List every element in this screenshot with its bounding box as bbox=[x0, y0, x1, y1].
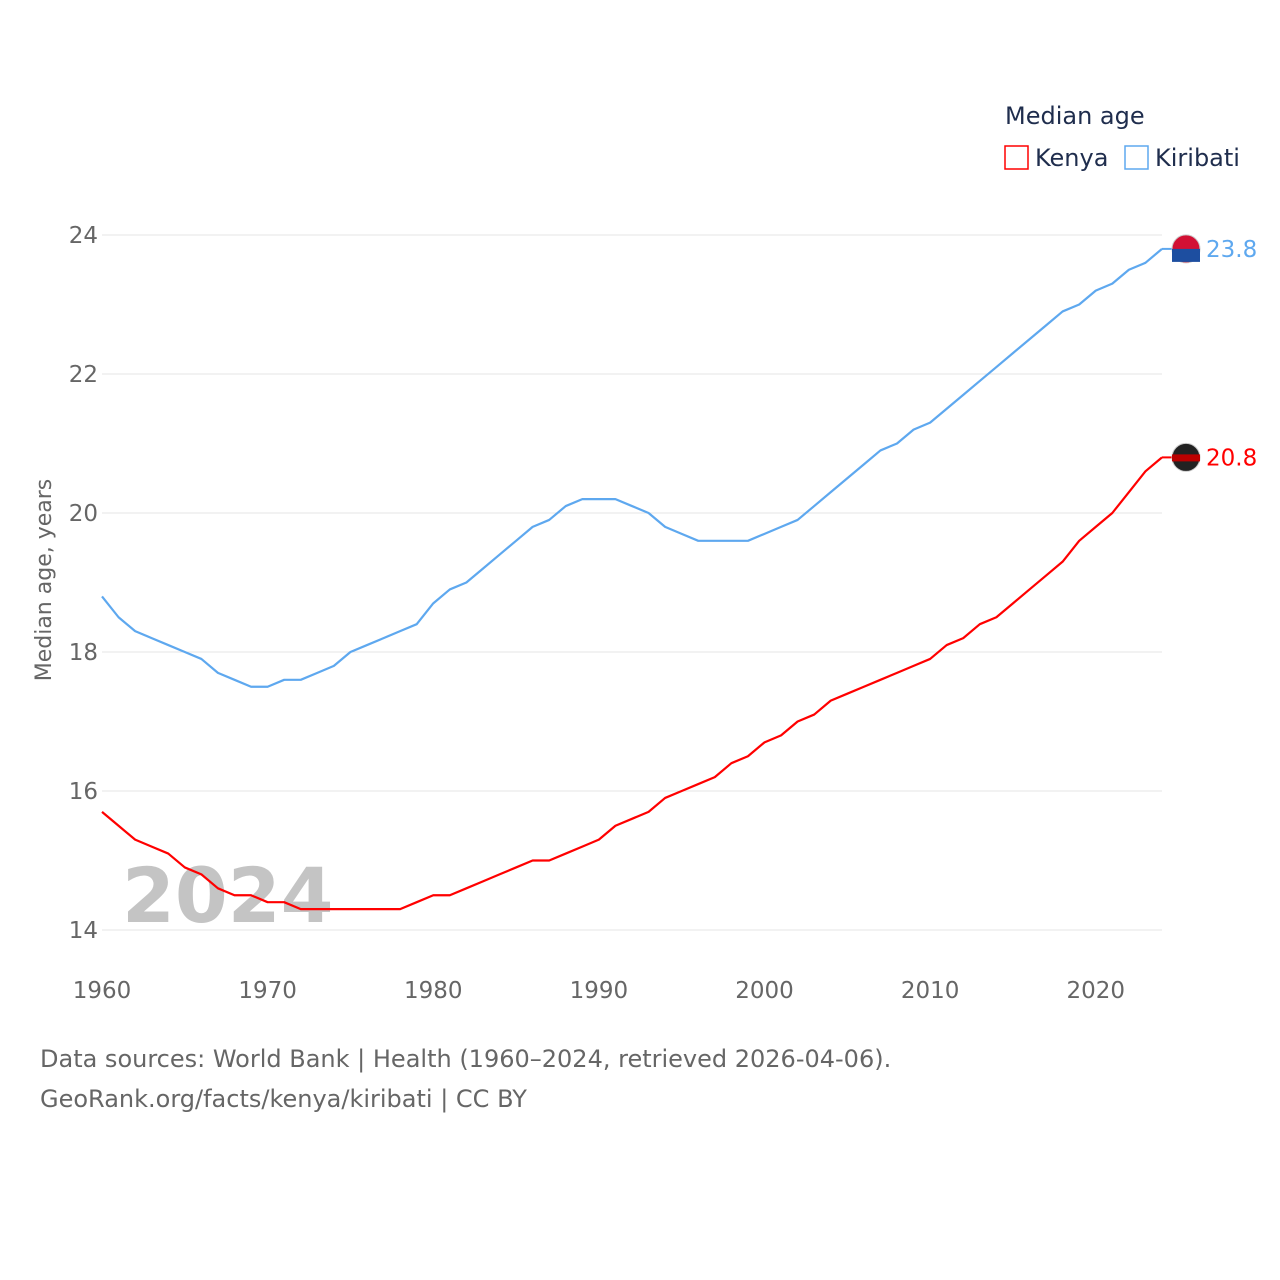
flag-stripe bbox=[1172, 248, 1200, 262]
y-tick-label: 14 bbox=[69, 918, 98, 944]
end-value-label-kenya: 20.8 bbox=[1206, 445, 1257, 471]
attribution-link[interactable]: GeoRank.org/facts/kenya/kiribati | CC BY bbox=[40, 1085, 527, 1113]
legend-swatch-kenya bbox=[1004, 145, 1029, 170]
y-tick-label: 24 bbox=[69, 223, 98, 249]
x-tick-label: 1970 bbox=[238, 978, 297, 1004]
year-watermark: 2024 bbox=[122, 851, 334, 940]
x-tick-label: 1980 bbox=[404, 978, 463, 1004]
end-value-label-kiribati: 23.8 bbox=[1206, 237, 1257, 263]
y-tick-label: 20 bbox=[69, 501, 98, 527]
x-tick-label: 1990 bbox=[570, 978, 629, 1004]
flag-stripe bbox=[1172, 454, 1200, 462]
x-tick-label: 2020 bbox=[1066, 978, 1125, 1004]
legend-label-kenya: Kenya bbox=[1035, 144, 1108, 172]
y-tick-label: 18 bbox=[69, 640, 98, 666]
series-line-kenya bbox=[101, 456, 1163, 911]
y-tick-label: 16 bbox=[69, 779, 98, 805]
data-source-text: Data sources: World Bank | Health (1960–… bbox=[40, 1045, 892, 1073]
series-line-kiribati bbox=[101, 248, 1163, 688]
y-axis-label: Median age, years bbox=[32, 479, 57, 682]
legend-swatch-kiribati bbox=[1124, 145, 1149, 170]
x-tick-label: 2000 bbox=[735, 978, 794, 1004]
x-tick-label: 2010 bbox=[901, 978, 960, 1004]
legend-label-kiribati: Kiribati bbox=[1155, 144, 1240, 172]
x-tick-label: 1960 bbox=[73, 978, 132, 1004]
legend-title: Median age bbox=[1005, 102, 1145, 130]
y-tick-label: 22 bbox=[69, 362, 98, 388]
